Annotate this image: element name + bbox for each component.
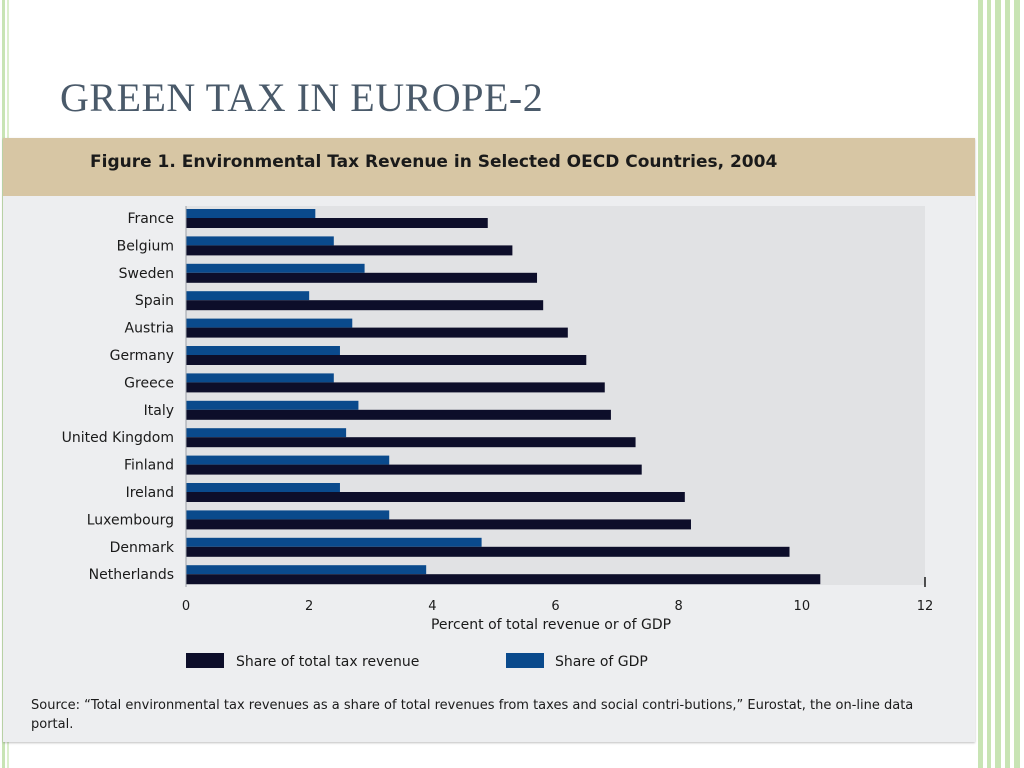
x-tick-label: 0 — [182, 599, 190, 614]
x-axis-label: Percent of total revenue or of GDP — [431, 617, 671, 633]
bar-gdp-spain — [186, 291, 310, 301]
bar-total-sweden — [186, 272, 538, 283]
bar-total-ireland — [186, 492, 685, 502]
bar-total-italy — [186, 409, 611, 420]
category-label: United Kingdom — [62, 430, 174, 446]
bar-gdp-netherlands — [186, 565, 427, 575]
bar-total-finland — [186, 464, 642, 475]
x-tick-label: 4 — [428, 599, 436, 614]
chart-title: Figure 1. Environmental Tax Revenue in S… — [90, 152, 778, 172]
bar-gdp-france — [186, 209, 316, 218]
bar-chart: France Belgium Sweden Spain Austria Germany Gr… — [62, 206, 934, 670]
bar-gdp-finland — [186, 455, 390, 465]
legend-swatch-total — [186, 653, 224, 668]
category-label: Germany — [110, 348, 174, 364]
bar-gdp-austria — [186, 318, 353, 328]
bar-gdp-belgium — [186, 236, 334, 246]
bar-gdp-germany — [186, 346, 340, 355]
legend-swatch-gdp — [506, 653, 544, 668]
category-label: Sweden — [119, 266, 174, 282]
category-label: Denmark — [110, 540, 175, 556]
x-tick-label: 6 — [551, 599, 559, 614]
bar-total-luxembourg — [186, 519, 691, 530]
category-label: Greece — [124, 375, 174, 391]
bar-gdp-united-kingdom — [186, 428, 347, 438]
slide-title: GREEN TAX IN EUROPE-2 — [60, 75, 544, 120]
x-tick-label: 8 — [675, 599, 683, 614]
category-label: Belgium — [117, 238, 174, 254]
legend-label-gdp: Share of GDP — [555, 654, 648, 670]
category-label: Spain — [135, 293, 174, 309]
category-label: France — [127, 211, 174, 227]
bar-total-germany — [186, 355, 587, 365]
source-note: Source: “Total environmental tax revenue… — [31, 698, 914, 732]
bar-total-denmark — [186, 546, 790, 557]
category-label: Italy — [144, 403, 174, 419]
bar-gdp-italy — [186, 400, 359, 410]
bar-total-netherlands — [186, 574, 821, 585]
bar-total-greece — [186, 382, 605, 393]
x-tick-label: 10 — [794, 599, 811, 614]
bar-total-france — [186, 218, 488, 228]
category-label: Ireland — [126, 485, 174, 501]
bar-gdp-luxembourg — [186, 510, 390, 520]
bar-gdp-greece — [186, 373, 334, 383]
figure-header: Figure 1. Environmental Tax Revenue in S… — [3, 138, 975, 196]
right-decorative-stripes — [976, 0, 1024, 768]
bar-total-austria — [186, 327, 568, 338]
bar-gdp-sweden — [186, 263, 365, 273]
legend-label-total: Share of total tax revenue — [236, 654, 419, 670]
bar-total-spain — [186, 300, 544, 311]
bar-gdp-ireland — [186, 483, 340, 492]
x-tick-label: 12 — [917, 599, 934, 614]
x-tick-label: 2 — [305, 599, 313, 614]
category-label: Austria — [125, 321, 174, 337]
category-label: Luxembourg — [87, 512, 174, 528]
bar-gdp-denmark — [186, 537, 482, 547]
figure-panel: Figure 1. Environmental Tax Revenue in S… — [3, 138, 975, 742]
category-label: Finland — [124, 458, 174, 474]
bar-total-united-kingdom — [186, 437, 636, 448]
category-label: Netherlands — [89, 567, 174, 583]
bar-total-belgium — [186, 245, 513, 256]
